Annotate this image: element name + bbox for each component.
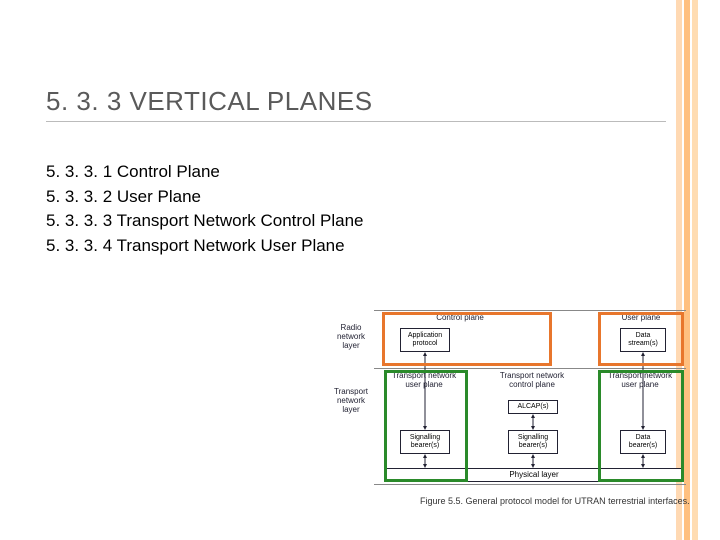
list-item: 5. 3. 3. 4 Transport Network User Plane [46,234,674,259]
bullet-list: 5. 3. 3. 1 Control Plane 5. 3. 3. 2 User… [46,160,674,259]
divider [374,368,686,369]
label-radio-layer: Radio network layer [330,324,372,350]
box-signalling-bearer-2: Signalling bearer(s) [508,430,558,454]
list-item: 5. 3. 3. 2 User Plane [46,185,674,210]
label-transport-layer: Transport network layer [330,388,372,414]
arrow-icon [531,454,535,468]
list-item: 5. 3. 3. 1 Control Plane [46,160,674,185]
overlay-green-left [384,370,468,482]
divider [374,484,686,485]
divider [374,310,686,311]
box-alcap: ALCAP(s) [508,400,558,414]
overlay-orange-control [382,312,552,366]
figure-caption: Figure 5.5. General protocol model for U… [420,496,690,506]
slide-title: 5. 3. 3 VERTICAL PLANES [46,86,666,122]
list-item: 5. 3. 3. 3 Transport Network Control Pla… [46,209,674,234]
label-tn-control-plane: Transport network control plane [492,372,572,390]
overlay-orange-user [598,312,684,366]
arrow-icon [531,414,535,430]
protocol-diagram: Radio network layer Transport network la… [330,310,690,494]
overlay-green-right [598,370,684,482]
